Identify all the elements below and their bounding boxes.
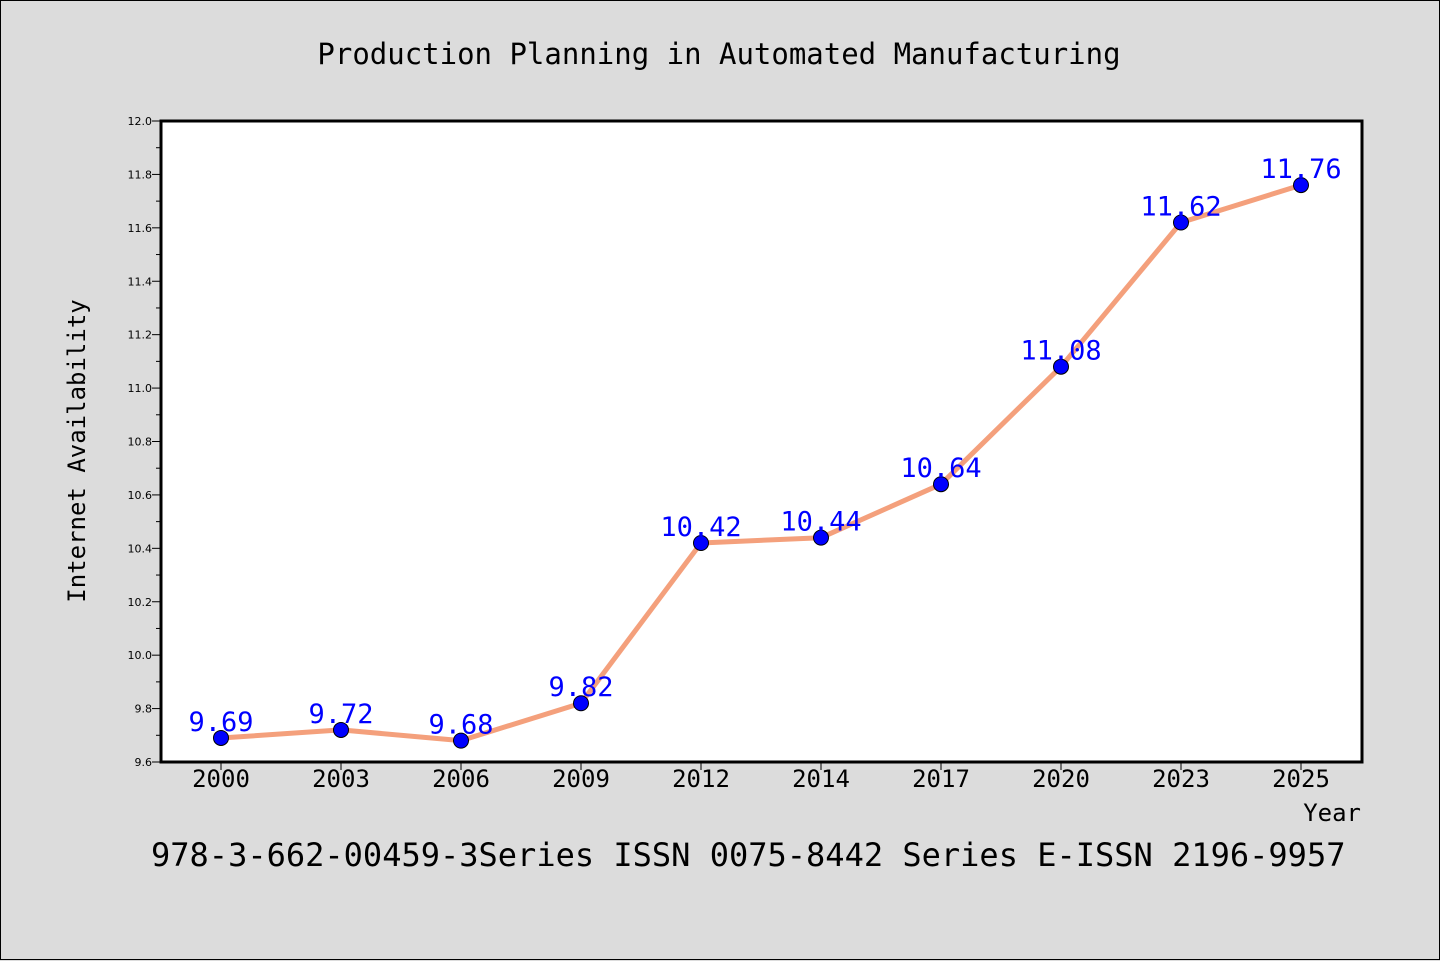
chart-title: Production Planning in Automated Manufac… bbox=[317, 37, 1120, 71]
y-tick-label: 10.2 bbox=[128, 596, 153, 609]
data-label: 9.68 bbox=[428, 710, 493, 741]
y-tick-label: 11.2 bbox=[128, 329, 153, 342]
plot-frame bbox=[159, 119, 1364, 764]
y-tick-label: 10.6 bbox=[128, 489, 153, 502]
series-line bbox=[218, 182, 1304, 744]
data-label: 11.62 bbox=[1140, 191, 1221, 222]
data-label: 9.72 bbox=[308, 699, 373, 730]
x-axis-ticks: 2000 2003 2006 2009 2012 2014 2017 2020 2023 2025 bbox=[192, 762, 1330, 793]
data-label: 10.42 bbox=[660, 512, 741, 543]
data-markers bbox=[213, 177, 1309, 749]
y-axis-label: Internet Availability bbox=[63, 299, 91, 602]
y-tick-label: 9.8 bbox=[135, 703, 153, 716]
data-point bbox=[573, 695, 589, 712]
y-tick-label: 11.6 bbox=[128, 222, 153, 235]
data-point bbox=[933, 476, 949, 493]
y-tick-label: 10.8 bbox=[128, 436, 153, 449]
y-tick-label: 11.0 bbox=[128, 382, 153, 395]
data-label: 10.64 bbox=[900, 453, 981, 484]
y-tick-label: 11.4 bbox=[128, 275, 153, 288]
data-labels: 9.69 9.72 9.68 9.82 10.42 10.44 10.64 11.08 11.6… bbox=[188, 154, 1341, 741]
data-point bbox=[453, 732, 469, 749]
data-label: 11.08 bbox=[1020, 336, 1101, 367]
x-tick-label: 2003 bbox=[312, 765, 370, 793]
x-tick-label: 2014 bbox=[792, 765, 850, 793]
data-point bbox=[1173, 214, 1189, 231]
data-point bbox=[1053, 358, 1069, 375]
x-axis-label: Year bbox=[1303, 799, 1361, 827]
y-tick-label: 10.4 bbox=[128, 542, 153, 555]
data-point bbox=[813, 529, 829, 546]
y-tick-label: 12.0 bbox=[128, 115, 153, 128]
x-tick-label: 2012 bbox=[672, 765, 730, 793]
x-tick-label: 2020 bbox=[1032, 765, 1090, 793]
x-tick-label: 2006 bbox=[432, 765, 490, 793]
y-tick-label: 11.8 bbox=[128, 168, 153, 181]
x-tick-label: 2025 bbox=[1272, 765, 1330, 793]
plot-area bbox=[161, 121, 1362, 762]
y-tick-label: 9.6 bbox=[135, 756, 153, 769]
footer-text: 978-3-662-00459-3Series ISSN 0075-8442 S… bbox=[151, 836, 1345, 874]
x-tick-label: 2000 bbox=[192, 765, 250, 793]
x-tick-label: 2009 bbox=[552, 765, 610, 793]
data-label: 11.76 bbox=[1260, 154, 1341, 185]
data-point bbox=[693, 534, 709, 551]
y-axis-ticks: 9.6 9.8 10.0 10.2 10.4 10.6 10.8 11.0 11.2 11.4 11… bbox=[128, 115, 161, 769]
data-label: 9.82 bbox=[548, 672, 613, 703]
data-point bbox=[1293, 177, 1309, 194]
data-label: 10.44 bbox=[780, 507, 861, 538]
x-tick-label: 2023 bbox=[1152, 765, 1210, 793]
x-tick-label: 2017 bbox=[912, 765, 970, 793]
y-tick-label: 10.0 bbox=[128, 649, 153, 662]
data-label: 9.69 bbox=[188, 707, 253, 738]
data-point bbox=[333, 721, 349, 738]
data-point bbox=[213, 729, 229, 746]
